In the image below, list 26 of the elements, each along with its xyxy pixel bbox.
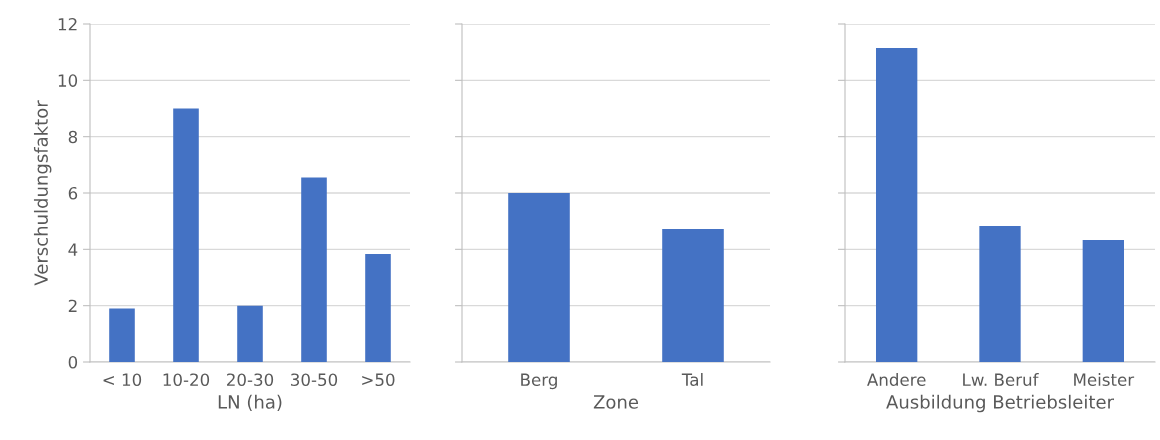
- x-tick-label: < 10: [103, 373, 142, 387]
- x-tick-label: Meister: [1074, 373, 1135, 387]
- bar: [301, 177, 327, 362]
- x-axis-title: LN (ha): [218, 394, 282, 411]
- x-tick-label: Lw. Beruf: [963, 373, 1039, 387]
- x-axis-title: Ausbildung Betriebsleiter: [886, 394, 1114, 413]
- x-tick-label: 10-20: [163, 373, 210, 387]
- x-tick-label: Tal: [681, 373, 703, 387]
- x-tick-label: 30-50: [291, 373, 338, 387]
- y-tick-label: 4: [68, 243, 78, 256]
- x-tick-label: Berg: [521, 373, 557, 390]
- y-axis-title: Verschuldungsfaktor: [33, 100, 52, 286]
- bar: [237, 305, 263, 362]
- x-axis-title: Zone: [593, 395, 639, 409]
- bar: [365, 254, 391, 362]
- y-tick-label: 2: [68, 299, 77, 312]
- bar: [109, 308, 135, 362]
- x-tick-label: >50: [362, 373, 395, 387]
- x-tick-label: 20-30: [227, 373, 274, 387]
- y-tick-label: 6: [68, 186, 78, 200]
- y-tick-label: 10: [58, 74, 78, 87]
- y-tick-label: 12: [58, 17, 77, 31]
- x-tick-label: Andere: [867, 373, 926, 387]
- y-tick-label: 0: [68, 355, 78, 369]
- y-tick-label: 8: [68, 130, 78, 144]
- bar: [173, 108, 199, 362]
